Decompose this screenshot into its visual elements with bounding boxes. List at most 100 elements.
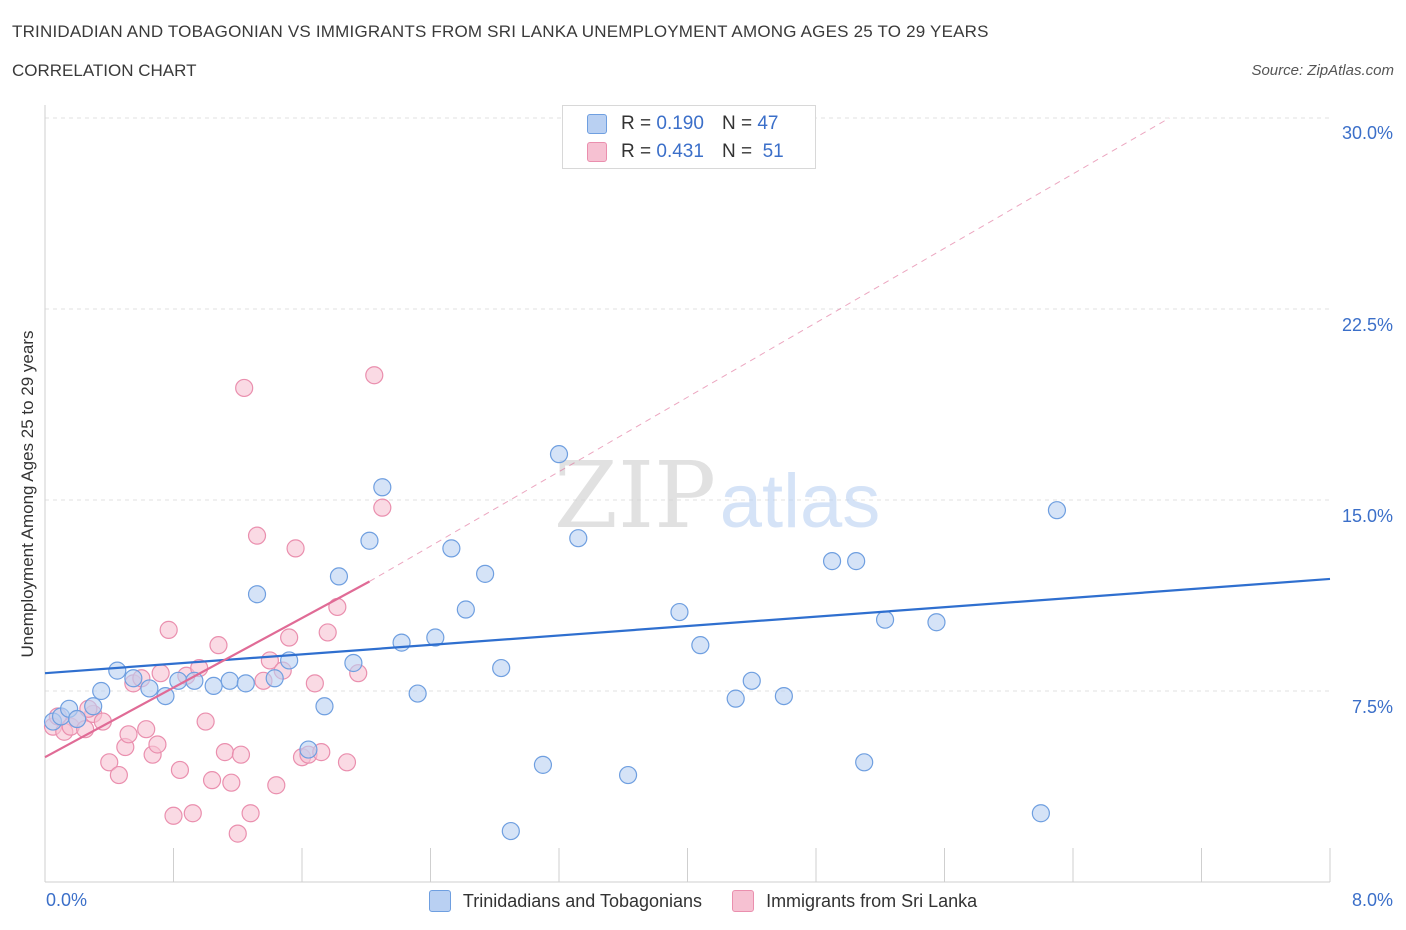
legend-r-label: R = xyxy=(621,113,652,134)
point-trinidadian xyxy=(426,628,445,647)
point-trinidadian xyxy=(691,636,710,655)
point-trinidadian xyxy=(220,671,239,690)
watermark-atlas: atlas xyxy=(720,459,881,544)
point-trinidadian xyxy=(442,539,461,558)
point-trinidadian xyxy=(774,686,793,706)
point-trinidadian xyxy=(549,445,569,464)
point-trinidadian xyxy=(68,709,87,729)
point-sri-lanka xyxy=(164,806,183,825)
point-trinidadian xyxy=(1047,501,1067,520)
legend-row-pink: R = 0.431 N = 51 xyxy=(587,140,784,164)
point-trinidadian xyxy=(204,676,223,696)
point-sri-lanka xyxy=(280,628,299,647)
point-trinidadian xyxy=(822,552,842,571)
series-swatch-pink xyxy=(732,890,755,912)
stats-legend: R = 0.190 N = 47 R = 0.431 N = 51 xyxy=(562,105,816,169)
point-trinidadian xyxy=(315,697,334,716)
point-sri-lanka xyxy=(228,824,247,843)
legend-row-blue: R = 0.190 N = 47 xyxy=(587,112,778,136)
point-trinidadian xyxy=(360,531,379,550)
point-trinidadian xyxy=(492,658,511,678)
point-sri-lanka xyxy=(235,378,254,398)
y-tick-label-30: 30.0% xyxy=(1341,123,1393,143)
legend-n-label: N = xyxy=(721,113,753,134)
point-sri-lanka xyxy=(100,753,119,772)
source-label: Source: ZipAtlas.com xyxy=(1251,62,1394,79)
series-legend: Trinidadians and Tobagonians Immigrants … xyxy=(0,890,1406,912)
chart-subtitle: CORRELATION CHART xyxy=(12,61,197,80)
series-label-pink: Immigrants from Sri Lanka xyxy=(766,890,978,911)
y-tick-label-15: 15.0% xyxy=(1341,506,1393,526)
point-trinidadian xyxy=(476,564,495,583)
y-tick-label-22.5: 22.5% xyxy=(1341,315,1393,335)
point-trinidadian xyxy=(92,681,111,701)
chart-title: TRINIDADIAN AND TOBAGONIAN VS IMMIGRANTS… xyxy=(12,22,989,41)
point-trinidadian xyxy=(1031,804,1050,823)
point-trinidadian xyxy=(408,684,427,703)
legend-swatch-pink xyxy=(587,142,607,162)
point-sri-lanka xyxy=(305,674,324,693)
point-sri-lanka xyxy=(183,804,202,823)
y-tick-label-7.5: 7.5% xyxy=(1351,697,1393,717)
point-trinidadian xyxy=(618,765,638,785)
point-trinidadian xyxy=(456,600,475,619)
point-sri-lanka xyxy=(337,753,357,772)
legend-n-value: 47 xyxy=(757,113,779,134)
point-sri-lanka xyxy=(247,526,267,545)
trend-line-trinidadian xyxy=(44,577,1331,675)
legend-n-label: N = xyxy=(721,141,753,162)
point-sri-lanka xyxy=(109,765,128,785)
point-trinidadian xyxy=(373,478,392,497)
point-sri-lanka xyxy=(151,664,170,683)
legend-r-value: 0.190 xyxy=(656,113,704,134)
point-trinidadian xyxy=(329,567,349,586)
point-trinidadian xyxy=(344,653,363,673)
point-sri-lanka xyxy=(137,720,156,739)
point-trinidadian xyxy=(84,697,103,716)
legend-swatch-blue xyxy=(587,114,607,134)
series-swatch-blue xyxy=(428,890,451,912)
point-sri-lanka xyxy=(159,620,178,639)
point-trinidadian xyxy=(140,679,159,698)
point-trinidadian xyxy=(299,740,318,759)
point-sri-lanka xyxy=(148,735,167,754)
point-sri-lanka xyxy=(119,725,138,744)
point-sri-lanka xyxy=(209,636,228,655)
point-trinidadian xyxy=(124,669,143,688)
point-sri-lanka xyxy=(202,771,222,790)
point-sri-lanka xyxy=(286,539,305,558)
legend-n-value: 51 xyxy=(762,141,784,162)
point-sri-lanka xyxy=(231,745,251,764)
point-trinidadian xyxy=(247,585,267,604)
point-trinidadian xyxy=(855,753,874,772)
legend-r-label: R = xyxy=(621,141,652,162)
point-trinidadian xyxy=(533,755,553,774)
point-trinidadian xyxy=(501,821,520,841)
x-tick-label-max: 8.0% xyxy=(1351,890,1393,910)
point-trinidadian xyxy=(726,689,745,708)
point-sri-lanka xyxy=(170,760,190,780)
point-sri-lanka xyxy=(318,623,337,642)
x-tick-label-min: 0.0% xyxy=(46,890,88,910)
point-sri-lanka xyxy=(241,804,260,823)
point-trinidadian xyxy=(927,613,946,632)
series-legend-item-pink[interactable]: Immigrants from Sri Lanka xyxy=(732,890,977,912)
point-sri-lanka xyxy=(267,776,286,795)
point-trinidadian xyxy=(742,671,761,690)
point-trinidadian xyxy=(847,552,866,571)
point-trinidadian xyxy=(875,610,895,629)
point-sri-lanka xyxy=(365,366,384,385)
trend-line-sri-lanka xyxy=(44,580,370,759)
point-trinidadian xyxy=(265,669,284,688)
legend-r-value: 0.431 xyxy=(656,141,704,162)
point-sri-lanka xyxy=(373,498,392,517)
point-trinidadian xyxy=(236,674,255,693)
series-legend-item-blue[interactable]: Trinidadians and Tobagonians xyxy=(428,890,702,912)
point-sri-lanka xyxy=(215,743,234,762)
trend-extension-sri-lanka xyxy=(369,117,1170,582)
y-axis-label: Unemployment Among Ages 25 to 29 years xyxy=(18,330,37,658)
point-trinidadian xyxy=(185,671,204,690)
point-sri-lanka xyxy=(196,712,215,731)
point-sri-lanka xyxy=(222,773,241,792)
